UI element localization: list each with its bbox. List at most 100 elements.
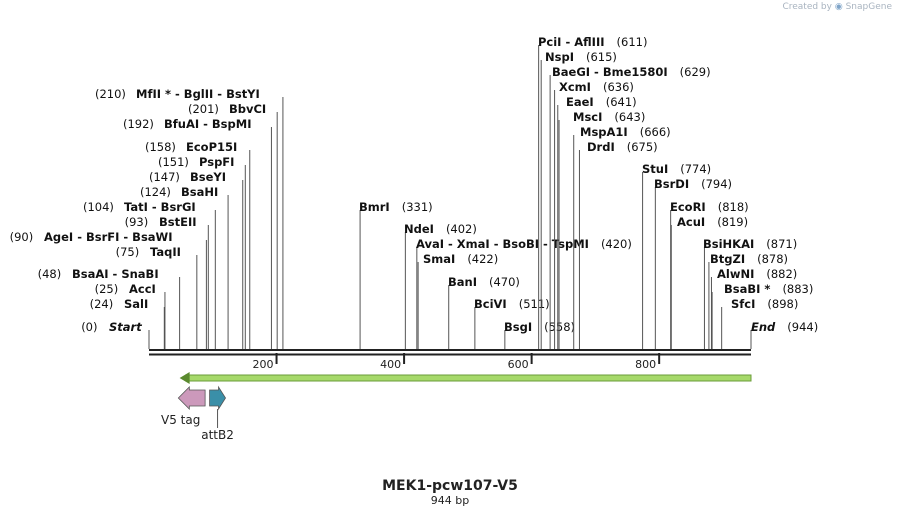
site-position: (882) [766, 267, 797, 281]
restriction-site-label: BmrI (331) [359, 200, 433, 214]
site-enzyme-names: AcuI [677, 215, 705, 229]
site-enzyme-names: BsaHI [181, 185, 218, 199]
restriction-site-label: PciI - AflIII (611) [538, 35, 647, 49]
site-position: (90) [10, 230, 37, 244]
site-position: (636) [603, 80, 634, 94]
site-enzyme-names: BsaBI * [724, 282, 770, 296]
restriction-site-label: XcmI (636) [559, 80, 634, 94]
snapgene-logo-icon: ◉ [834, 2, 843, 12]
ruler-tick-label: 400 [380, 358, 401, 371]
site-position: (944) [787, 320, 818, 334]
map-length: 944 bp [430, 494, 470, 507]
restriction-site-label: (147) BseYI [149, 170, 226, 184]
site-enzyme-names: AvaI - XmaI - BsoBI - TspMI [416, 237, 589, 251]
site-enzyme-names: TaqII [150, 245, 181, 259]
site-position: (611) [617, 35, 648, 49]
site-enzyme-names: EcoP15I [186, 140, 237, 154]
restriction-site-label: NdeI (402) [404, 222, 477, 236]
site-enzyme-names: MscI [573, 110, 602, 124]
site-position: (470) [489, 275, 520, 289]
restriction-site-label: (0) Start [81, 320, 142, 334]
site-position: (24) [90, 297, 117, 311]
restriction-site-label: StuI (774) [642, 162, 711, 176]
site-position: (641) [606, 95, 637, 109]
site-enzyme-names: BmrI [359, 200, 390, 214]
restriction-site-label: BsrDI (794) [654, 177, 732, 191]
site-enzyme-names: BstEII [159, 215, 197, 229]
site-enzyme-names: BciVI [474, 297, 507, 311]
restriction-site-label: (158) EcoP15I [145, 140, 237, 154]
site-position: (422) [467, 252, 498, 266]
site-enzyme-names: Start [109, 320, 142, 334]
restriction-site-label: (48) BsaAI - SnaBI [38, 267, 159, 281]
site-enzyme-names: MspA1I [580, 125, 628, 139]
restriction-site-label: (75) TaqII [116, 245, 181, 259]
orf-arrowhead-icon [179, 372, 190, 384]
site-enzyme-names: MfII * - BglII - BstYI [136, 87, 260, 101]
site-enzyme-names: End [751, 320, 776, 334]
site-enzyme-names: XcmI [559, 80, 591, 94]
restriction-site-label: (151) PspFI [158, 155, 234, 169]
restriction-site-label: SmaI (422) [423, 252, 498, 266]
site-enzyme-names: TatI - BsrGI [124, 200, 196, 214]
site-position: (48) [38, 267, 65, 281]
site-position: (511) [519, 297, 550, 311]
restriction-site-label: (210) MfII * - BglII - BstYI [95, 87, 260, 101]
site-position: (25) [95, 282, 122, 296]
snapgene-branding: Created by ◉ SnapGene [782, 2, 892, 12]
site-enzyme-names: SalI [124, 297, 148, 311]
site-enzyme-names: BsrDI [654, 177, 689, 191]
feature-label-attb2: attB2 [201, 428, 234, 442]
site-enzyme-names: SmaI [423, 252, 455, 266]
site-enzyme-names: AlwNI [717, 267, 754, 281]
site-position: (420) [601, 237, 632, 251]
restriction-site-label: AvaI - XmaI - BsoBI - TspMI (420) [416, 237, 632, 251]
branding-product: SnapGene [845, 2, 892, 12]
site-position: (147) [149, 170, 184, 184]
site-position: (666) [640, 125, 671, 139]
feature-arrow-v5-tag [177, 386, 206, 410]
site-enzyme-names: PciI - AflIII [538, 35, 605, 49]
site-position: (878) [757, 252, 788, 266]
ruler-tick-label: 200 [253, 358, 274, 371]
site-position: (629) [680, 65, 711, 79]
site-position: (643) [614, 110, 645, 124]
site-enzyme-names: AccI [129, 282, 156, 296]
restriction-site-label: DrdI (675) [587, 140, 658, 154]
site-enzyme-names: BbvCI [229, 102, 266, 116]
site-enzyme-names: BsgI [504, 320, 532, 334]
restriction-site-label: MspA1I (666) [580, 125, 671, 139]
site-position: (124) [140, 185, 175, 199]
ruler-tick-label: 600 [508, 358, 529, 371]
site-position: (104) [83, 200, 118, 214]
site-position: (774) [680, 162, 711, 176]
restriction-site-label: AcuI (819) [677, 215, 748, 229]
site-position: (151) [158, 155, 193, 169]
site-enzyme-names: EaeI [566, 95, 594, 109]
site-enzyme-names: DrdI [587, 140, 615, 154]
restriction-site-label: MscI (643) [573, 110, 645, 124]
site-enzyme-names: StuI [642, 162, 668, 176]
site-enzyme-names: SfcI [731, 297, 755, 311]
site-position: (210) [95, 87, 130, 101]
site-enzyme-names: BtgZI [710, 252, 745, 266]
restriction-site-label: BsgI (558) [504, 320, 575, 334]
site-enzyme-names: NdeI [404, 222, 434, 236]
restriction-site-label: AlwNI (882) [717, 267, 797, 281]
site-position: (75) [116, 245, 143, 259]
restriction-site-label: BtgZI (878) [710, 252, 788, 266]
feature-label-v5-tag: V5 tag [161, 413, 200, 427]
restriction-site-label: (104) TatI - BsrGI [83, 200, 196, 214]
site-enzyme-names: EcoRI [670, 200, 706, 214]
restriction-site-label: (24) SalI [90, 297, 149, 311]
site-position: (158) [145, 140, 180, 154]
site-position: (558) [544, 320, 575, 334]
site-position: (331) [402, 200, 433, 214]
restriction-site-label: End (944) [751, 320, 818, 334]
restriction-site-label: (124) BsaHI [140, 185, 218, 199]
site-position: (819) [717, 215, 748, 229]
restriction-site-label: (90) AgeI - BsrFI - BsaWI [10, 230, 173, 244]
restriction-site-label: (201) BbvCI [188, 102, 266, 116]
orf-bar [185, 374, 752, 382]
